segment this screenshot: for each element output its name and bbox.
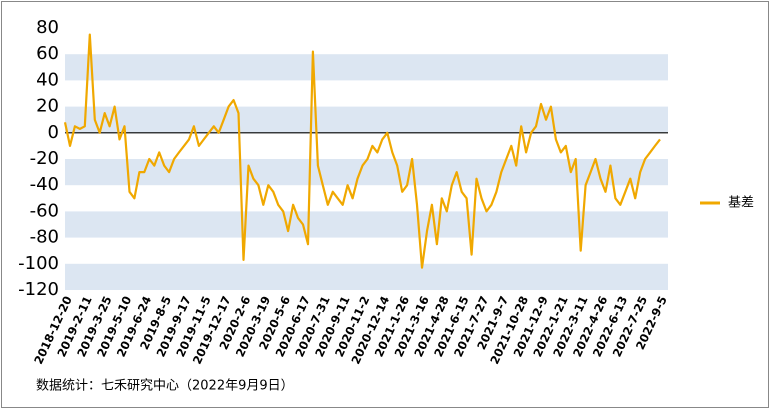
y-tick-label: 60: [36, 43, 59, 64]
y-tick-label: 0: [48, 122, 59, 143]
y-tick-label: -20: [30, 148, 59, 169]
grid-band: [65, 106, 668, 133]
y-tick-label: -120: [18, 279, 59, 300]
y-tick-label: -100: [18, 253, 59, 274]
y-tick-label: 80: [36, 17, 59, 38]
data-line: [63, 33, 661, 269]
grid-band: [65, 54, 668, 81]
grid-band: [65, 211, 668, 238]
y-tick-label: 40: [36, 69, 59, 90]
y-tick-label: -60: [30, 200, 59, 221]
y-tick-label: -80: [30, 227, 59, 248]
y-tick-label: -40: [30, 174, 59, 195]
grid-band: [65, 263, 668, 290]
grid-band: [65, 159, 668, 186]
y-tick-label: 20: [36, 96, 59, 117]
source-note: 数据统计：七禾研究中心（2022年9月9日）: [36, 379, 294, 394]
legend-label: 基差: [728, 196, 754, 211]
